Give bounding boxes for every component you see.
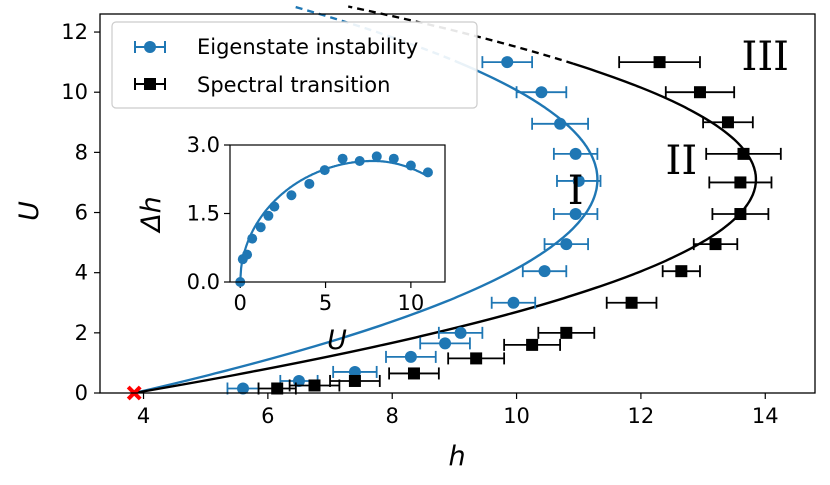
inset-axis-ticks: 0 5 10 0.0 1.5 3.0 [187, 133, 425, 315]
inset-point [319, 165, 330, 176]
x-tick-label: 14 [752, 404, 779, 428]
eigenstate-point [454, 326, 467, 339]
legend-label-spectral: Spectral transition [197, 73, 390, 97]
region-label-ii: II [666, 138, 698, 184]
y-axis-label: U [14, 201, 45, 221]
inset-y-tick-label: 0.0 [187, 270, 220, 294]
eigenstate-point [535, 86, 548, 99]
spectral-point [675, 265, 688, 278]
eigenstate-point [507, 296, 520, 309]
x-tick-label: 8 [386, 404, 399, 428]
inset-point [371, 151, 382, 162]
eigenstate-point [560, 238, 573, 251]
spectral-point [653, 56, 666, 69]
inset-y-tick-label: 1.5 [187, 202, 220, 226]
data-points [126, 56, 782, 401]
y-tick-label: 10 [61, 80, 88, 104]
inset-point [304, 178, 315, 189]
legend-marker-spectral [134, 78, 166, 90]
inset-plot: 0 5 10 0.0 1.5 3.0 U Δh [136, 133, 446, 356]
spectral-point [271, 382, 284, 395]
inset-data [235, 151, 433, 287]
y-tick-label: 8 [75, 140, 88, 164]
main-plot-frame [99, 13, 816, 394]
eigenstate-point [237, 382, 249, 395]
legend-marker-eigenstate [134, 41, 166, 53]
region-label-iii: III [742, 34, 789, 80]
eigenstate-point [439, 337, 452, 350]
y-tick-label: 12 [61, 20, 88, 44]
inset-x-axis-label: U [327, 325, 347, 356]
inset-point [422, 167, 433, 178]
spectral-point [560, 326, 573, 339]
x-tick-label: 4 [137, 404, 150, 428]
inset-point [405, 160, 416, 171]
spectral-point [625, 296, 638, 309]
spectral-point [721, 116, 734, 129]
eigenstate-point [569, 208, 582, 221]
eigenstate-point [404, 350, 417, 363]
y-tick-label: 0 [75, 381, 88, 405]
spectral-point [734, 176, 747, 189]
inset-x-tick-label: 0 [234, 291, 247, 315]
eigenstate-point [501, 56, 514, 69]
spectral-fit-curve-solid [133, 62, 758, 395]
spectral-point [709, 238, 722, 251]
inset-point [242, 249, 253, 260]
eigenstate-point [538, 265, 551, 278]
inset-point [269, 201, 280, 212]
eigenstate-point [554, 117, 567, 130]
inset-x-tick-label: 5 [319, 291, 332, 315]
x-tick-label: 6 [261, 404, 274, 428]
legend-label-eigenstate: Eigenstate instability [197, 35, 418, 59]
inset-y-tick-label: 3.0 [187, 133, 220, 157]
y-tick-label: 2 [75, 321, 88, 345]
region-label-i: I [568, 168, 584, 214]
inset-x-tick-label: 10 [398, 291, 425, 315]
spectral-point [526, 338, 539, 351]
x-tick-label: 12 [628, 404, 655, 428]
y-tick-label: 4 [75, 261, 88, 285]
spectral-point [737, 147, 750, 160]
inset-point [286, 190, 297, 201]
spectral-point [470, 352, 483, 365]
spectral-point [407, 367, 420, 380]
legend-box [111, 21, 478, 109]
x-axis-label: h [448, 441, 465, 472]
spectral-point [308, 379, 321, 392]
eigenstate-point [572, 174, 585, 187]
inset-point [255, 222, 266, 233]
inset-frame [229, 144, 446, 283]
eigenstate-point [569, 147, 582, 160]
inset-point [337, 153, 348, 164]
spectral-point [734, 208, 747, 221]
legend: Eigenstate instability Spectral transiti… [111, 21, 478, 109]
inset-y-axis-label: Δh [136, 196, 167, 234]
inset-point [263, 210, 274, 221]
spectral-point [348, 374, 361, 387]
x-tick-label: 10 [503, 404, 530, 428]
eigenstate-point [348, 365, 361, 378]
main-axis-ticks: 4 6 8 10 12 14 0 2 4 6 8 10 12 [61, 20, 778, 428]
inset-point [247, 233, 258, 244]
inset-point [354, 155, 365, 166]
y-tick-label: 6 [75, 201, 88, 225]
inset-point [388, 153, 399, 164]
spectral-point [693, 86, 706, 99]
